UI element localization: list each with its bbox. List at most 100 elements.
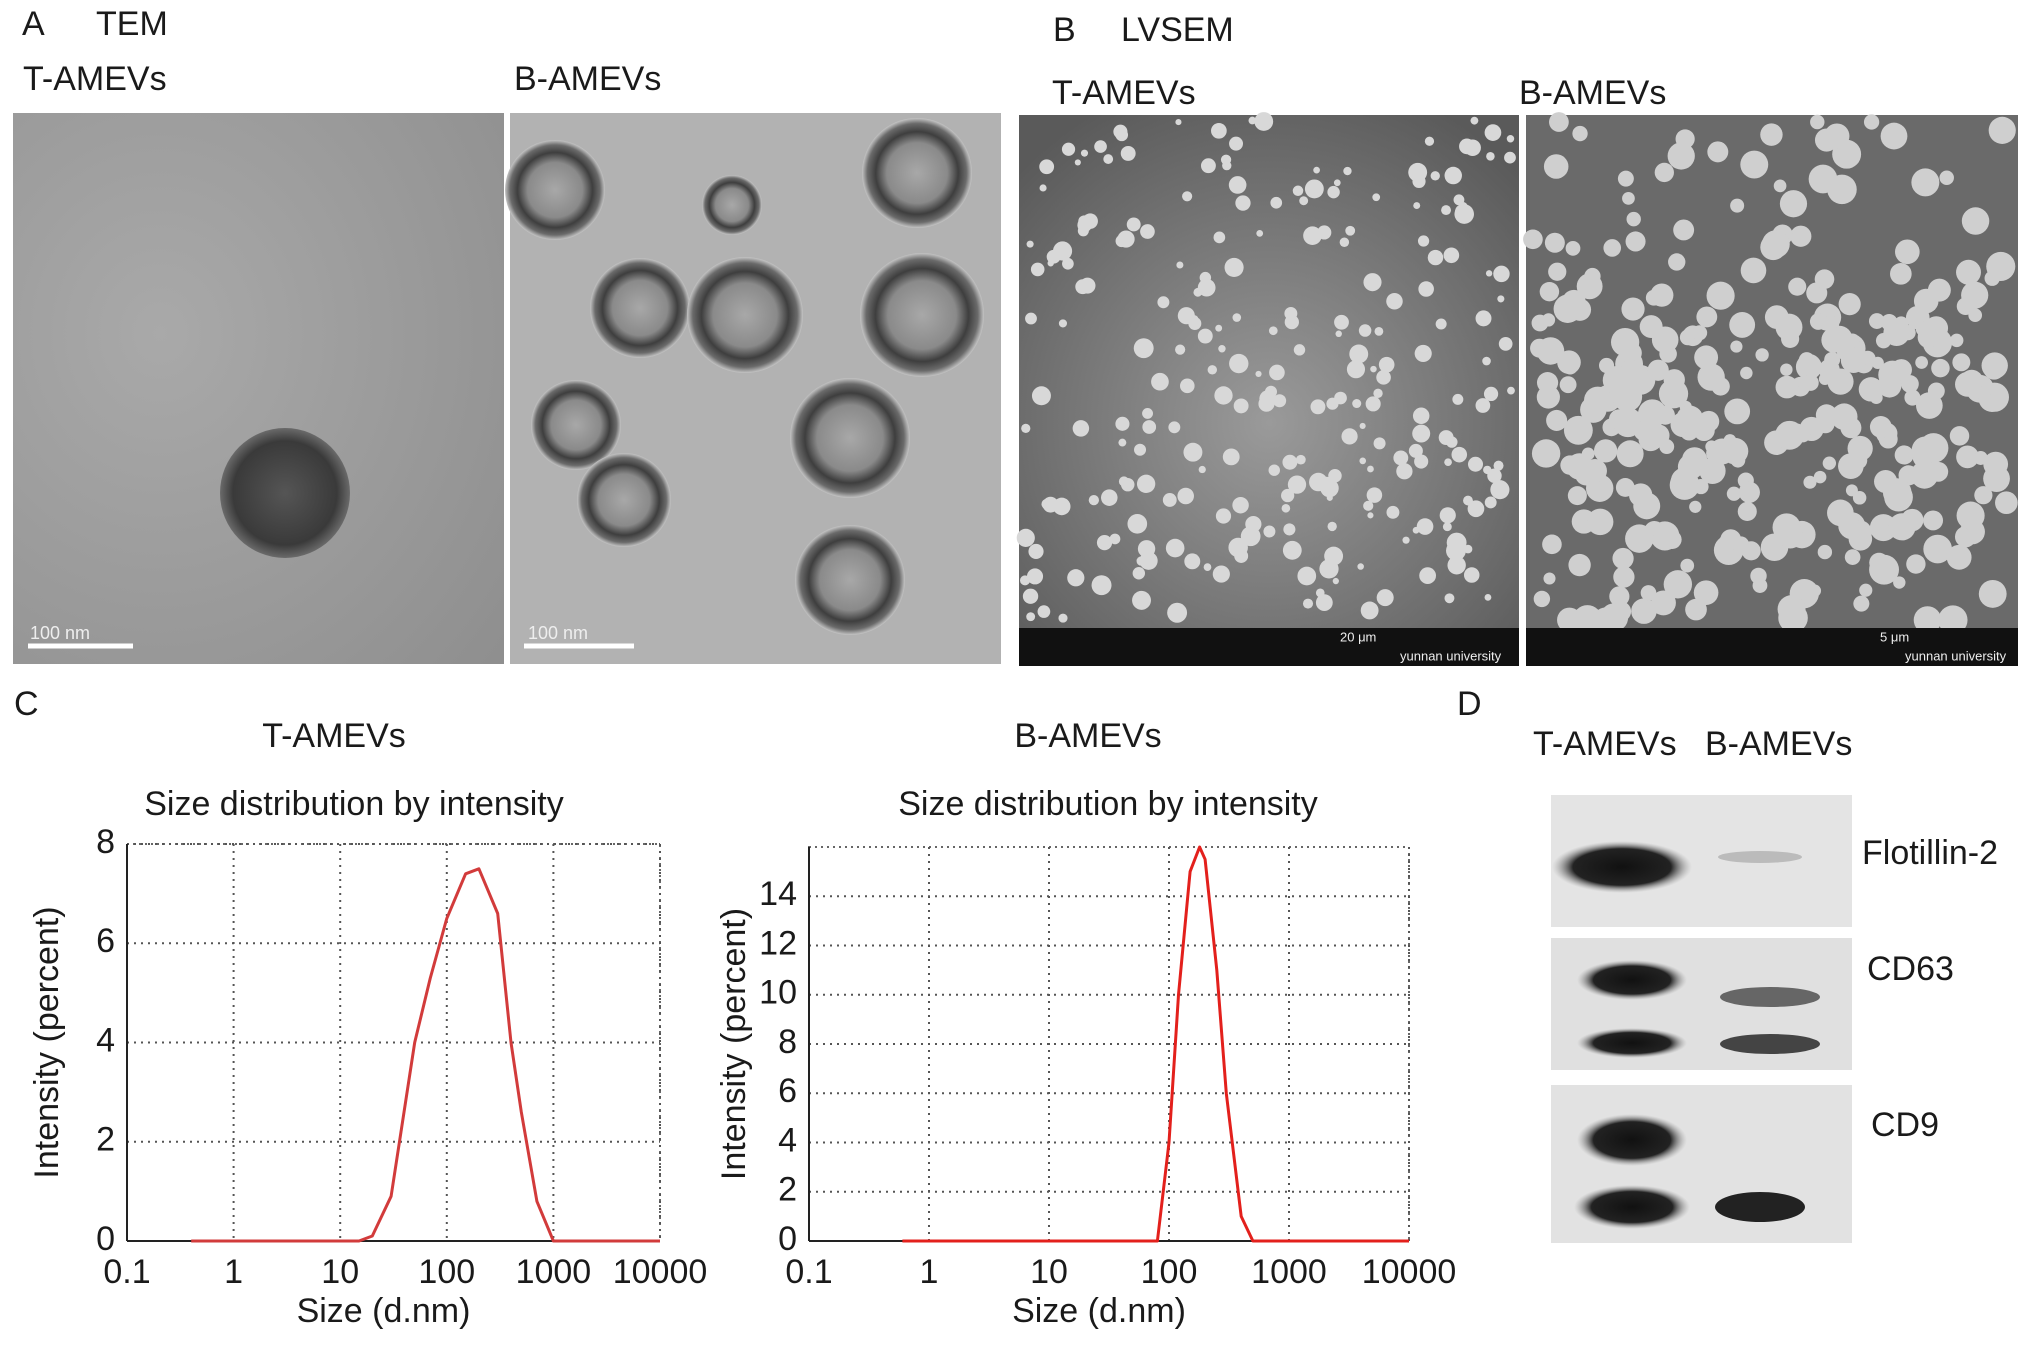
sem-info-bar	[1019, 628, 1519, 666]
panel-letter: C	[14, 685, 39, 723]
particle	[1126, 217, 1141, 232]
particle	[1118, 438, 1127, 447]
particle	[1493, 460, 1504, 471]
particle	[1213, 231, 1226, 244]
particle	[1651, 590, 1676, 616]
x-tick-label: 1000	[1251, 1253, 1327, 1291]
particle	[1506, 134, 1515, 143]
particle	[1463, 567, 1480, 583]
particle	[1986, 251, 2016, 281]
panel-title: TEM	[96, 5, 168, 43]
particle	[1475, 398, 1491, 413]
particle	[1670, 467, 1698, 495]
particle	[1610, 327, 1640, 357]
particle	[1292, 185, 1304, 197]
particle	[1228, 176, 1247, 194]
particle	[1633, 492, 1661, 520]
particle	[1625, 524, 1654, 553]
particle	[1557, 607, 1582, 633]
particle	[1373, 437, 1386, 450]
particle	[1343, 166, 1352, 176]
particle	[1916, 392, 1943, 419]
particle	[1707, 141, 1729, 163]
particle	[1780, 363, 1793, 376]
particle	[1888, 513, 1916, 541]
particle	[1448, 172, 1459, 184]
particle	[1142, 420, 1157, 434]
particle	[1120, 145, 1136, 161]
particle	[1313, 166, 1320, 174]
particle	[1617, 170, 1634, 187]
y-tick-label: 2	[96, 1121, 115, 1159]
y-tick-label: 2	[778, 1171, 797, 1209]
particle	[1790, 225, 1812, 247]
y-tick-label: 0	[778, 1220, 797, 1258]
particle	[1755, 348, 1769, 362]
band	[1715, 1192, 1805, 1222]
particle	[1772, 513, 1801, 542]
chart-title: T-AMEVs	[262, 717, 406, 755]
particle	[1127, 513, 1148, 534]
particle	[1961, 207, 1990, 235]
particle	[1562, 289, 1586, 314]
particle	[1333, 179, 1341, 187]
particle	[1427, 249, 1444, 266]
particle	[1663, 369, 1685, 391]
particle	[1339, 237, 1350, 247]
particle	[1367, 465, 1374, 473]
particles	[1523, 112, 2018, 635]
particle	[1673, 219, 1695, 241]
particle	[1973, 450, 1988, 465]
x-tick-label: 1	[920, 1253, 939, 1291]
particle	[1446, 532, 1467, 553]
particle	[1182, 191, 1193, 202]
particle	[1297, 566, 1317, 586]
particle	[1215, 508, 1232, 524]
particle	[1263, 525, 1276, 538]
particle	[1363, 500, 1374, 511]
particle	[1408, 162, 1428, 182]
particle	[1439, 507, 1456, 524]
particle	[1452, 393, 1464, 405]
particle	[1109, 533, 1121, 545]
particle	[1557, 350, 1581, 375]
particle	[1132, 567, 1146, 580]
x-tick-label: 100	[418, 1253, 475, 1291]
particle	[1293, 344, 1306, 356]
particle	[1074, 159, 1081, 166]
plot-frame	[808, 846, 1410, 1242]
particle	[1483, 386, 1499, 402]
particle	[1689, 500, 1702, 513]
image-label: T-AMEVs	[23, 60, 167, 98]
particle	[1911, 436, 1940, 465]
particle	[1901, 375, 1919, 393]
particle	[1915, 356, 1928, 369]
particle	[1859, 583, 1873, 597]
particle	[1724, 398, 1751, 425]
particle	[1393, 450, 1409, 466]
particle	[1467, 500, 1485, 518]
particle	[1863, 114, 1880, 130]
particle	[1373, 388, 1383, 399]
particle	[1229, 353, 1249, 374]
particle	[1523, 229, 1543, 250]
particle	[1627, 369, 1647, 388]
particles	[1016, 112, 1516, 623]
y-tick-label: 6	[96, 922, 115, 960]
particle	[1949, 333, 1964, 348]
particle	[1078, 215, 1091, 228]
particle	[1467, 456, 1484, 472]
particle	[1802, 374, 1819, 391]
panel-letter: B	[1053, 11, 1076, 49]
particle	[1176, 261, 1184, 269]
particle	[1183, 442, 1203, 462]
particle	[1974, 486, 1993, 505]
particle	[1583, 458, 1607, 483]
particle	[1838, 453, 1864, 479]
particle	[1091, 575, 1112, 596]
particle	[1560, 455, 1580, 475]
particle	[1923, 510, 1944, 531]
particle	[1072, 420, 1090, 437]
data-line	[902, 845, 1409, 1243]
particle	[1486, 152, 1495, 161]
